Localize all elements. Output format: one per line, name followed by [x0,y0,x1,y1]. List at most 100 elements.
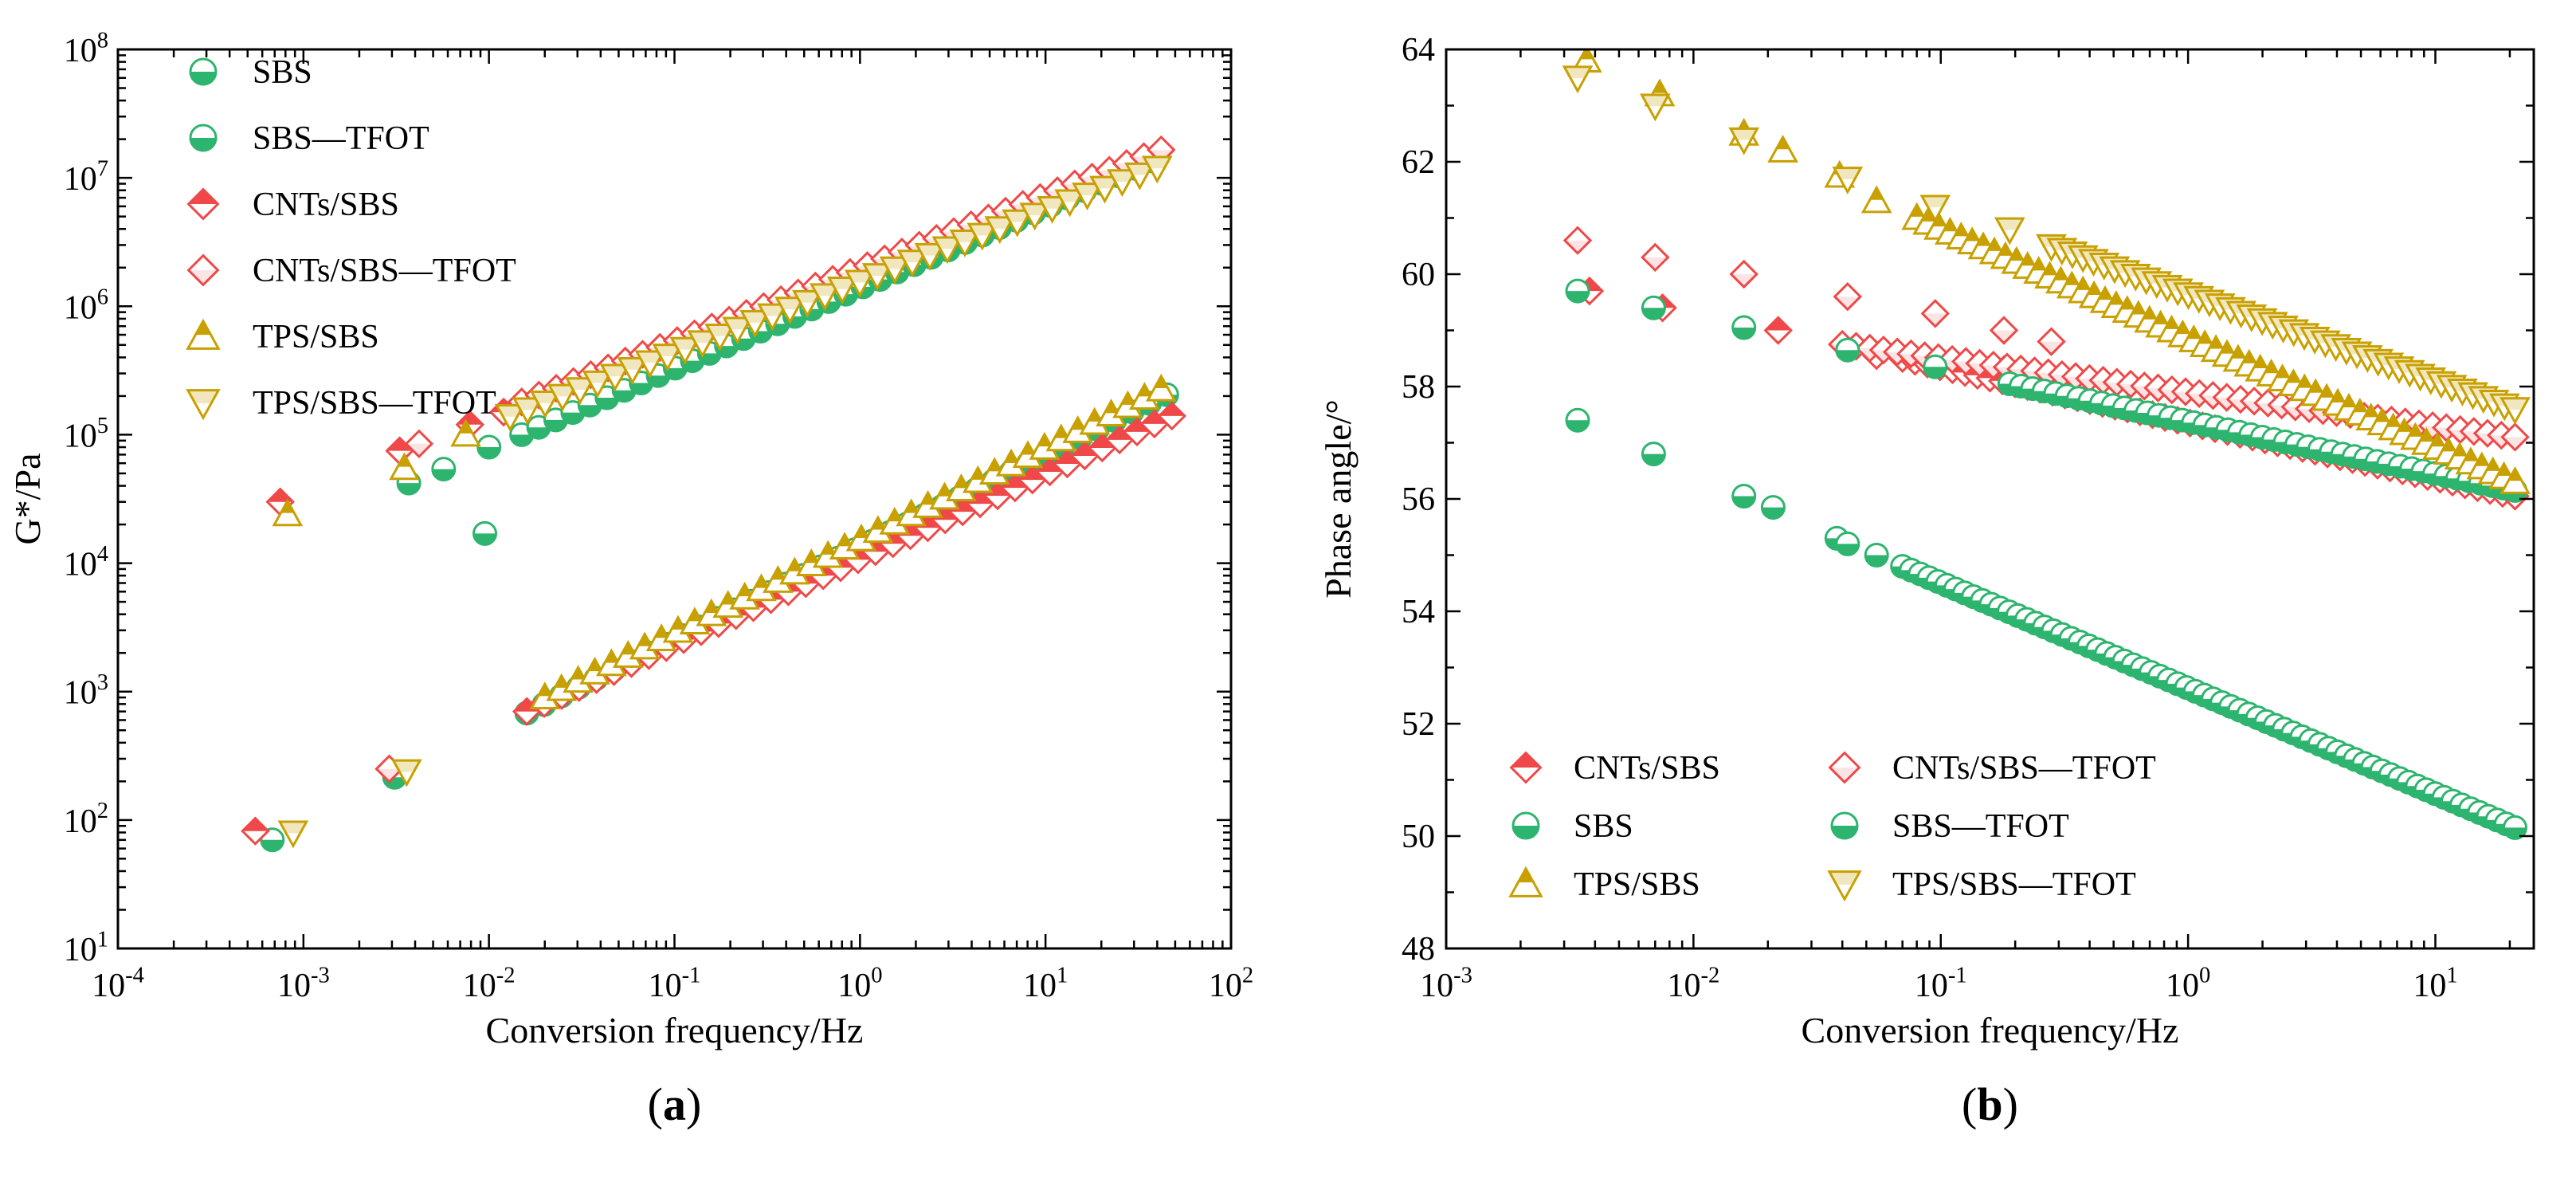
data-point [1070,441,1100,471]
marker-fill [2030,258,2047,271]
marker-fill [1141,410,1167,424]
marker-outline [1767,135,1798,163]
data-point [512,397,543,426]
marker-fill [811,284,839,296]
marker-fill [881,257,908,269]
marker-outline [1089,175,1120,204]
marker-fill [653,626,670,638]
data-point [1767,135,1798,163]
y-tick-label: 54 [1402,594,1435,630]
marker-fill [477,447,500,458]
legend-label: SBS—TFOT [1892,808,2069,845]
marker-fill [190,72,216,84]
data-point [1728,127,1760,155]
marker-fill [1997,243,2013,256]
marker-fill [2208,336,2225,349]
data-point [1037,195,1068,224]
data-point [757,303,788,332]
legend-label: SBS—TFOT [253,120,429,157]
marker-fill [536,684,553,697]
marker-fill [473,533,496,545]
marker-fill [457,411,483,425]
marker-outline [186,389,221,421]
y-tick-label: 50 [1402,819,1435,855]
marker-fill [2119,297,2135,310]
legend-label: TPS/SBS—TFOT [253,385,496,422]
marker-fill [2229,346,2246,359]
marker-fill [2008,248,2025,261]
marker-fill [561,412,584,424]
marker-fill [1922,195,1949,208]
data-point [260,827,285,853]
y-tick-label: 105 [64,414,108,455]
marker-fill [496,405,523,417]
marker-fill [1762,507,1785,519]
data-point [1565,407,1590,433]
marker-fill [1919,209,1936,222]
legend-marker [186,389,221,421]
marker-fill [1964,229,1981,241]
data-point [1641,295,1666,320]
marker-fill [586,659,603,672]
data-point [1832,167,1864,194]
x-tick-label: 101 [1023,963,1068,1004]
y-tick-label: 58 [1402,369,1435,406]
marker-fill [1511,752,1541,768]
marker-outline [1639,93,1671,122]
marker-outline [1562,226,1593,255]
marker-fill [1021,203,1049,216]
marker-fill [2041,263,2058,276]
marker-fill [2186,327,2202,340]
marker-outline [844,269,876,298]
marker-fill [686,609,703,622]
marker-fill [242,818,269,831]
data-point [450,418,481,447]
data-point [966,222,998,251]
marker-fill [1732,496,1755,508]
data-point [896,249,928,278]
marker-outline [1562,65,1594,94]
marker-outline [599,363,631,392]
marker-fill [1922,313,1948,327]
marker-outline [494,403,526,432]
marker-fill [267,489,293,502]
marker-fill [794,291,821,303]
data-point [582,370,614,399]
marker-fill [846,271,873,283]
marker-outline [1641,242,1670,273]
marker-fill [2197,332,2213,344]
marker-fill [753,575,770,588]
marker-fill [544,419,567,431]
data-point [722,316,753,345]
legend-marker [1511,811,1540,840]
marker-outline [652,344,684,371]
marker-fill [1119,392,1136,405]
marker-outline [1145,373,1177,402]
data-point [476,434,502,460]
marker-outline [1989,316,2019,345]
marker-fill [1731,274,1757,288]
data-point [669,336,701,365]
marker-outline [826,276,858,304]
data-point [529,391,561,418]
marker-fill [619,358,646,370]
y-tick-label: 102 [64,799,108,840]
data-point [931,236,963,265]
data-point [1860,185,1892,214]
data-point [1145,373,1177,402]
marker-fill [510,434,533,446]
marker-fill [803,551,820,563]
marker-fill [2263,361,2280,374]
data-point [277,820,309,849]
data-point [1565,278,1590,304]
data-point [791,289,823,318]
legend-label: SBS [253,54,312,91]
data-point [861,263,893,291]
marker-fill [886,509,903,522]
data-point [914,242,946,271]
marker-fill [1153,375,1170,389]
legend-item: SBS [1511,808,1633,845]
marker-fill [398,483,421,495]
marker-outline [669,336,701,365]
marker-fill [2501,398,2529,410]
